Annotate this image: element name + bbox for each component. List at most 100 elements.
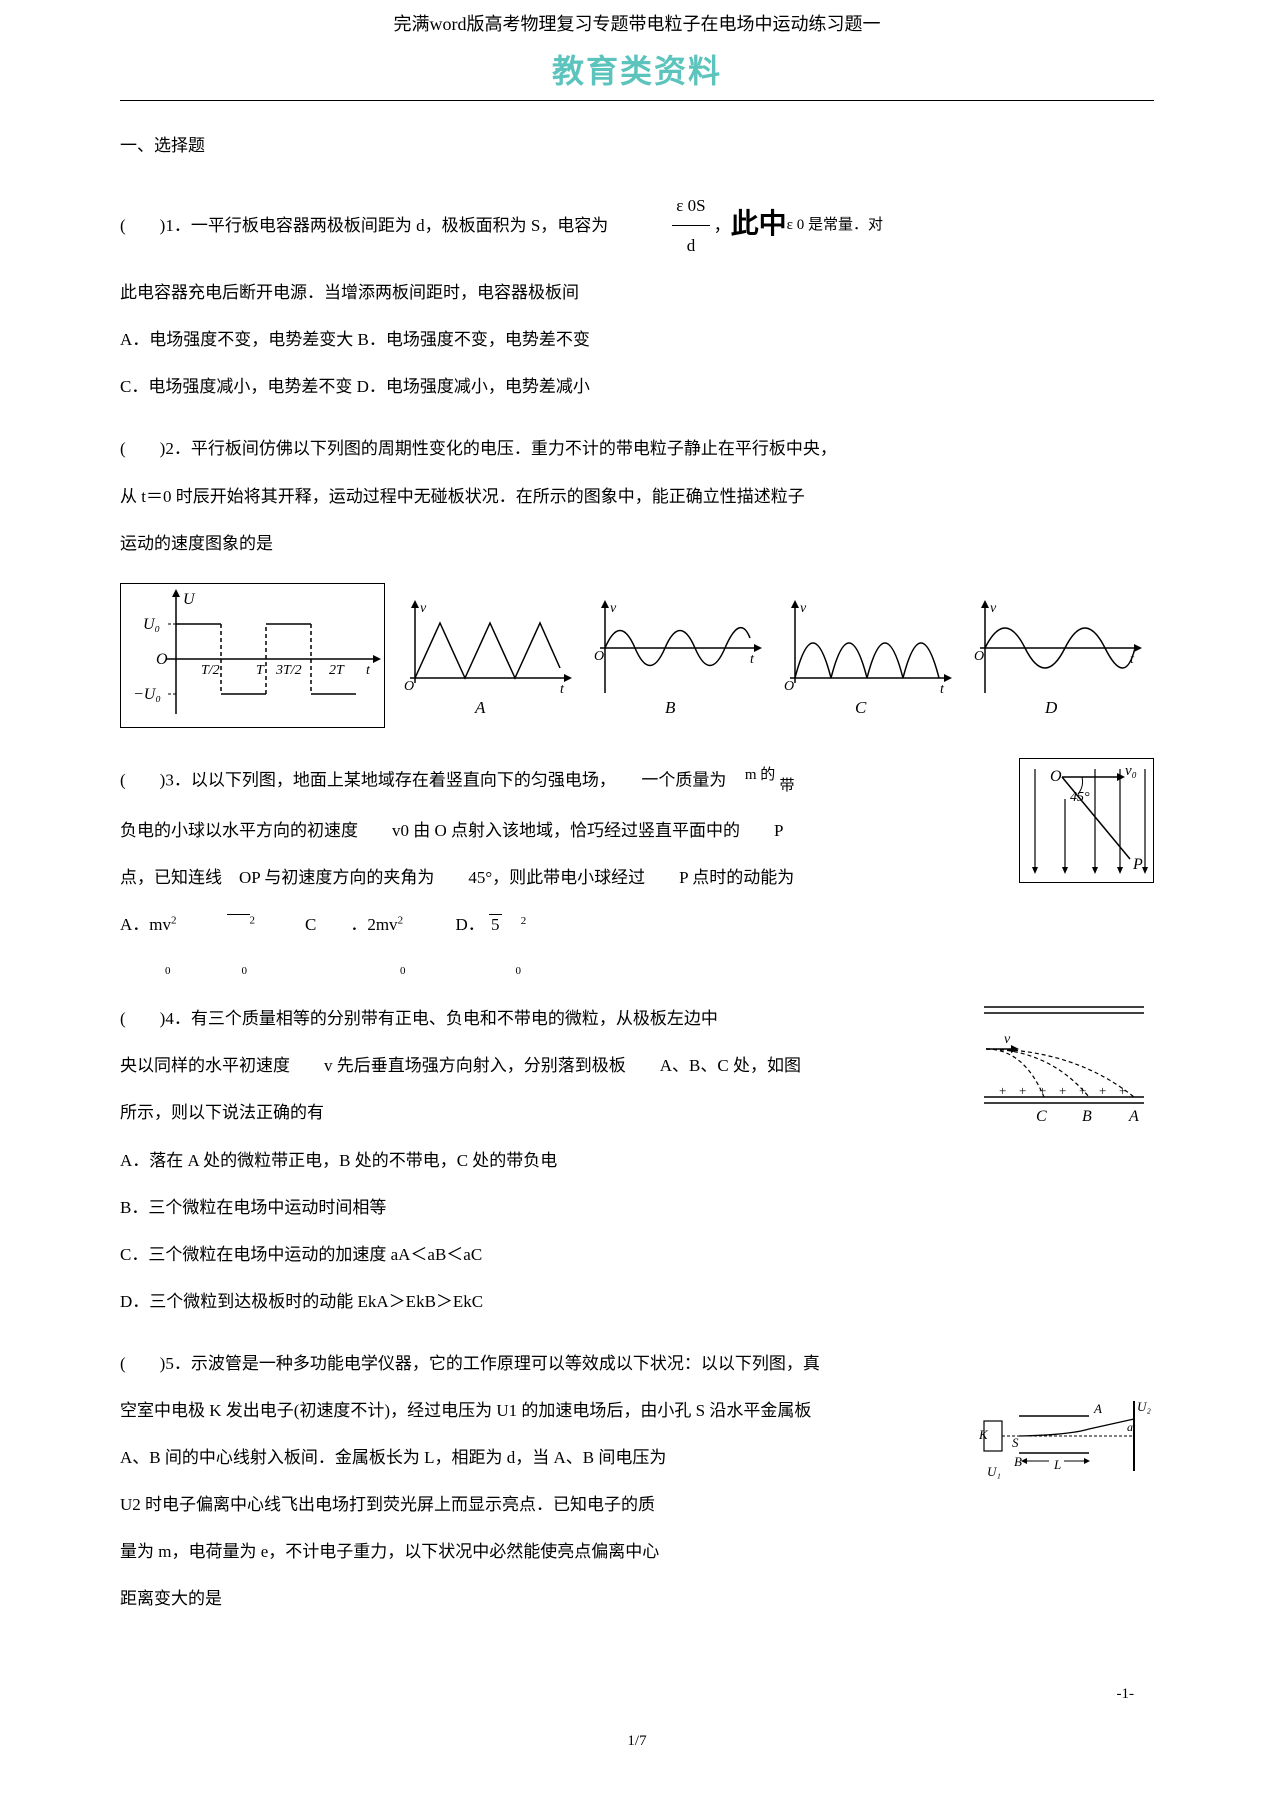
q2-chart-row: U U₀ O −U₀ T/2 T 3T/2 2T t <box>120 583 1154 728</box>
svg-text:P: P <box>1132 856 1143 873</box>
q2-line1: ( )2．平行板间仿佛以下列图的周期性变化的电压．重力不计的带电粒子静止在平行板… <box>120 429 1154 468</box>
svg-text:L: L <box>1053 1457 1061 1472</box>
svg-text:45°: 45° <box>1070 790 1090 805</box>
svg-text:v: v <box>800 601 807 616</box>
svg-text:A: A <box>1093 1401 1102 1416</box>
q3-line1: ( )3．以以下列图，地面上某地域存在着竖直向下的匀强电场， 一个质量为 m 的… <box>120 758 1154 804</box>
svg-text:O: O <box>784 679 794 694</box>
q1-suffix: ε 0 是常量．对 <box>787 208 883 243</box>
svg-text:+: + <box>1099 1083 1106 1098</box>
q2-chartc-label: C <box>855 698 866 718</box>
q2-2t-label: 2T <box>329 663 345 678</box>
svg-text:+: + <box>999 1083 1006 1098</box>
svg-text:O: O <box>594 649 604 664</box>
header-title: 完满word版高考物理复习专题带电粒子在电场中运动练习题一 <box>120 10 1154 36</box>
question-3: O v₀ 45° P ( )3．以以下列图，地面上某 <box>120 758 1154 985</box>
q2-uplot-svg: U U₀ O −U₀ T/2 T 3T/2 2T t <box>121 584 386 729</box>
q2-u-label: U <box>183 591 196 608</box>
svg-text:A: A <box>1128 1108 1139 1125</box>
q3-optC: C ．2mv2 0 <box>305 905 406 984</box>
q1-optAB: A．电场强度不变，电势差变大 B．电场强度不变，电势差不变 <box>120 320 1154 359</box>
q2-o-label: O <box>156 651 168 668</box>
svg-text:B: B <box>1014 1454 1022 1469</box>
question-5: ( )5．示波管是一种多功能电学仪器，它的工作原理可以等效成以下状况：以以下列图… <box>120 1344 1154 1627</box>
subtitle: 教育类资料 <box>120 46 1154 101</box>
q1-big: 此中 <box>731 193 787 257</box>
q2-charta-svg: v t O <box>400 598 575 713</box>
q2-neg-u0-label: −U₀ <box>133 686 161 703</box>
q1-line1: ( )1．一平行板电容器两极板间距为 d，极板面积为 S，电容为 ε 0S d … <box>120 186 1154 265</box>
q2-chart-d: v t O D <box>970 598 1145 713</box>
q2-chartd-svg: v t O <box>970 598 1145 713</box>
q1-frac-num: ε 0S <box>672 186 709 226</box>
svg-text:B: B <box>1082 1108 1092 1125</box>
page-number: 1/7 <box>120 1733 1154 1750</box>
q3-line2: 负电的小球以水平方向的初速度 v0 由 O 点射入该地域，恰巧经过竖直平面中的 … <box>120 811 1154 850</box>
question-4: ++ ++ ++ + v C B A ( )4．有三个质量相等的分别带有正电、负… <box>120 999 1154 1329</box>
q1-line2: 此电容器充电后断开电源．当增添两板间距时，电容器极板间 <box>120 273 1154 312</box>
svg-text:+: + <box>1059 1083 1066 1098</box>
q2-taxis-label: t <box>366 663 371 678</box>
q2-chartb-label: B <box>665 698 675 718</box>
q3-line1a: ( )3．以以下列图，地面上某地域存在着竖直向下的匀强电场， 一个质量为 <box>120 770 726 789</box>
svg-text:t: t <box>750 652 755 667</box>
svg-text:O: O <box>1050 768 1062 785</box>
q5-line4: U2 时电子偏离中心线飞出电场打到荧光屏上而显示亮点．已知电子的质 <box>120 1485 1154 1524</box>
q1-comma: ， <box>714 206 731 245</box>
q2-uplot: U U₀ O −U₀ T/2 T 3T/2 2T t <box>120 583 385 728</box>
q3-optA: A．mv2 0 <box>120 905 177 984</box>
q2-chartc-svg: v t O <box>780 598 955 713</box>
q2-t2-label: T/2 <box>201 663 220 678</box>
question-2: ( )2．平行板间仿佛以下列图的周期性变化的电压．重力不计的带电粒子静止在平行板… <box>120 429 1154 727</box>
q3-optD: D． 5 2 0 <box>456 905 527 984</box>
q5-line5: 量为 m，电荷量为 e，不计电子重力，以下状况中必然能使亮点偏离中心 <box>120 1532 1154 1571</box>
q1-frac-den: d <box>672 226 709 265</box>
svg-text:t: t <box>940 682 945 697</box>
svg-text:t: t <box>1130 652 1135 667</box>
q5-figure-svg: K S A B a U₁ U₂ L <box>979 1391 1154 1481</box>
q2-chart-c: v t O C <box>780 598 955 713</box>
q3-options: A．mv2 0 2 0 C ．2mv2 0 D． 5 2 0 <box>120 905 1154 984</box>
q1-optCD: C．电场强度减小，电势差不变 D．电场强度减小，电势差减小 <box>120 367 1154 406</box>
q2-line2: 从 t＝0 时辰开始将其开释，运动过程中无碰板状况．在所示的图象中，能正确立性描… <box>120 477 1154 516</box>
q1-prefix: ( )1．一平行板电容器两极板间距为 d，极板面积为 S，电容为 <box>120 206 608 245</box>
svg-text:K: K <box>979 1427 989 1442</box>
q2-chartd-label: D <box>1045 698 1057 718</box>
q2-t-label: T <box>256 663 265 678</box>
svg-text:S: S <box>1012 1435 1019 1450</box>
q2-line3: 运动的速度图象的是 <box>120 524 1154 563</box>
footer-marker: -1- <box>120 1686 1154 1703</box>
q4-figure: ++ ++ ++ + v C B A <box>974 999 1154 1129</box>
q2-charta-label: A <box>475 698 485 718</box>
q2-u0-label: U₀ <box>143 616 160 633</box>
q3-figure: O v₀ 45° P <box>1019 758 1154 883</box>
svg-text:v: v <box>1004 1032 1011 1047</box>
svg-text:C: C <box>1036 1108 1047 1125</box>
q1-fraction: ε 0S d <box>672 186 709 265</box>
svg-text:v: v <box>990 601 997 616</box>
section-title: 一、选择题 <box>120 131 1154 156</box>
q4-figure-svg: ++ ++ ++ + v C B A <box>974 999 1154 1129</box>
svg-text:U₂: U₂ <box>1137 1399 1151 1414</box>
q2-chartb-svg: v t O <box>590 598 765 713</box>
q2-3t2-label: 3T/2 <box>275 663 302 678</box>
q3-line3: 点，已知连线 OP 与初速度方向的夹角为 45°，则此带电小球经过 P 点时的动… <box>120 858 1154 897</box>
svg-text:v: v <box>610 601 617 616</box>
q3-optB: 2 0 <box>227 905 256 984</box>
svg-text:v: v <box>420 601 427 616</box>
svg-text:+: + <box>1019 1083 1026 1098</box>
q2-chart-a: v t O A <box>400 598 575 713</box>
q2-chart-b: v t O B <box>590 598 765 713</box>
q5-line6: 距离变大的是 <box>120 1579 1154 1618</box>
svg-text:t: t <box>560 682 565 697</box>
svg-text:O: O <box>404 679 414 694</box>
svg-text:U₁: U₁ <box>987 1464 1001 1479</box>
q4-optC: C．三个微粒在电场中运动的加速度 aA＜aB＜aC <box>120 1235 1154 1274</box>
page-container: 完满word版高考物理复习专题带电粒子在电场中运动练习题一 教育类资料 一、选择… <box>0 0 1274 1790</box>
q5-figure: K S A B a U₁ U₂ L <box>979 1391 1154 1481</box>
svg-text:a: a <box>1127 1420 1133 1434</box>
svg-text:O: O <box>974 649 984 664</box>
q3-line1b: m 的 <box>745 767 775 783</box>
question-1: ( )1．一平行板电容器两极板间距为 d，极板面积为 S，电容为 ε 0S d … <box>120 186 1154 414</box>
q5-line1: ( )5．示波管是一种多功能电学仪器，它的工作原理可以等效成以下状况：以以下列图… <box>120 1344 1154 1383</box>
